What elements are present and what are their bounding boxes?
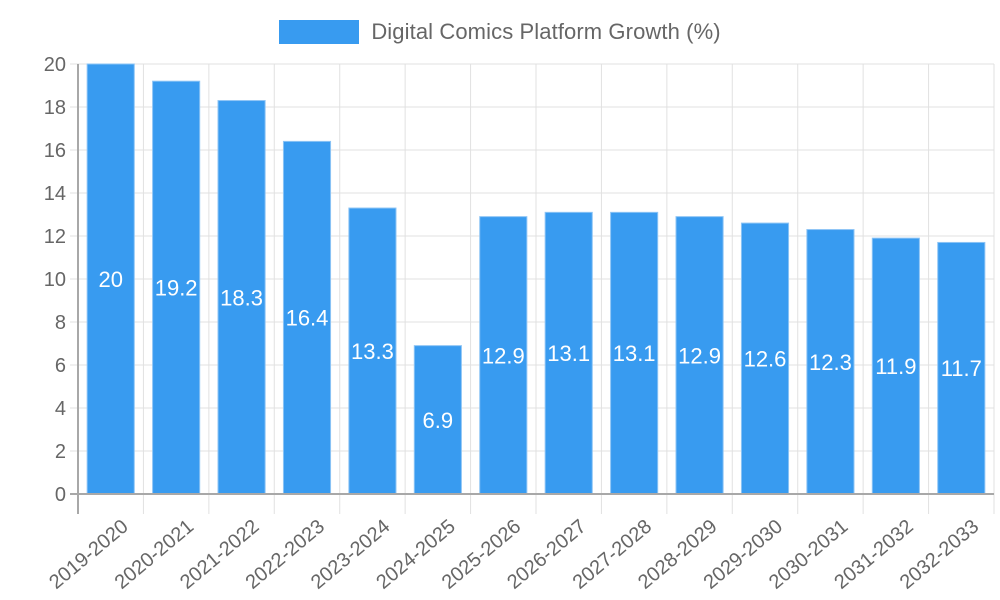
y-tick-label: 8: [55, 312, 66, 334]
bar[interactable]: [152, 80, 201, 495]
bar[interactable]: [479, 216, 528, 495]
y-tick-label: 6: [55, 355, 66, 377]
gridlines: [70, 63, 995, 514]
y-tick-label: 12: [44, 226, 66, 248]
data-label: 20: [98, 267, 122, 292]
bar[interactable]: [937, 241, 986, 495]
legend-swatch[interactable]: [279, 20, 360, 44]
bar[interactable]: [86, 63, 135, 495]
data-label: 19.2: [155, 276, 198, 301]
data-label: 16.4: [286, 306, 329, 331]
bar[interactable]: [675, 216, 724, 495]
y-tick-label: 10: [44, 269, 66, 291]
data-label: 18.3: [220, 285, 263, 310]
y-tick-label: 2: [55, 441, 66, 463]
bar[interactable]: [740, 222, 790, 495]
data-label: 13.3: [351, 339, 394, 364]
bar[interactable]: [610, 211, 659, 495]
legend-label[interactable]: Digital Comics Platform Growth (%): [371, 19, 721, 44]
chart-legend[interactable]: Digital Comics Platform Growth (%): [0, 19, 1000, 45]
y-tick-label: 4: [55, 398, 66, 420]
data-label: 11.7: [941, 356, 982, 381]
bar[interactable]: [348, 207, 397, 495]
data-labels: 20 19.2 18.3 16.4 13.3 6.9 12.9 13.1 13.1 12.9 12.…: [98, 267, 981, 433]
y-tick-label: 16: [44, 140, 66, 162]
bar[interactable]: [282, 140, 332, 495]
data-label: 13.1: [613, 341, 656, 366]
y-axis-ticks: 0 2 4 6 8 10 12 14 16 18 20: [44, 54, 66, 506]
data-label: 12.3: [809, 350, 852, 375]
bar[interactable]: [806, 229, 855, 495]
bar[interactable]: [871, 237, 920, 495]
data-label: 13.1: [547, 341, 590, 366]
bar[interactable]: [544, 211, 593, 495]
bar[interactable]: [413, 345, 462, 495]
data-label: 11.9: [875, 354, 916, 379]
y-tick-label: 14: [44, 183, 66, 205]
x-axis-ticks: 2019-20202020-20212021-20222022-20232023…: [45, 515, 983, 593]
data-label: 12.9: [482, 343, 525, 368]
y-tick-label: 20: [44, 54, 66, 76]
bars: [86, 63, 986, 495]
y-tick-label: 18: [44, 97, 66, 119]
axes: [70, 64, 994, 514]
data-label: 12.6: [744, 347, 787, 372]
data-label: 12.9: [678, 343, 721, 368]
data-label: 6.9: [423, 408, 454, 433]
y-tick-label: 0: [55, 484, 66, 506]
bar[interactable]: [217, 100, 266, 495]
